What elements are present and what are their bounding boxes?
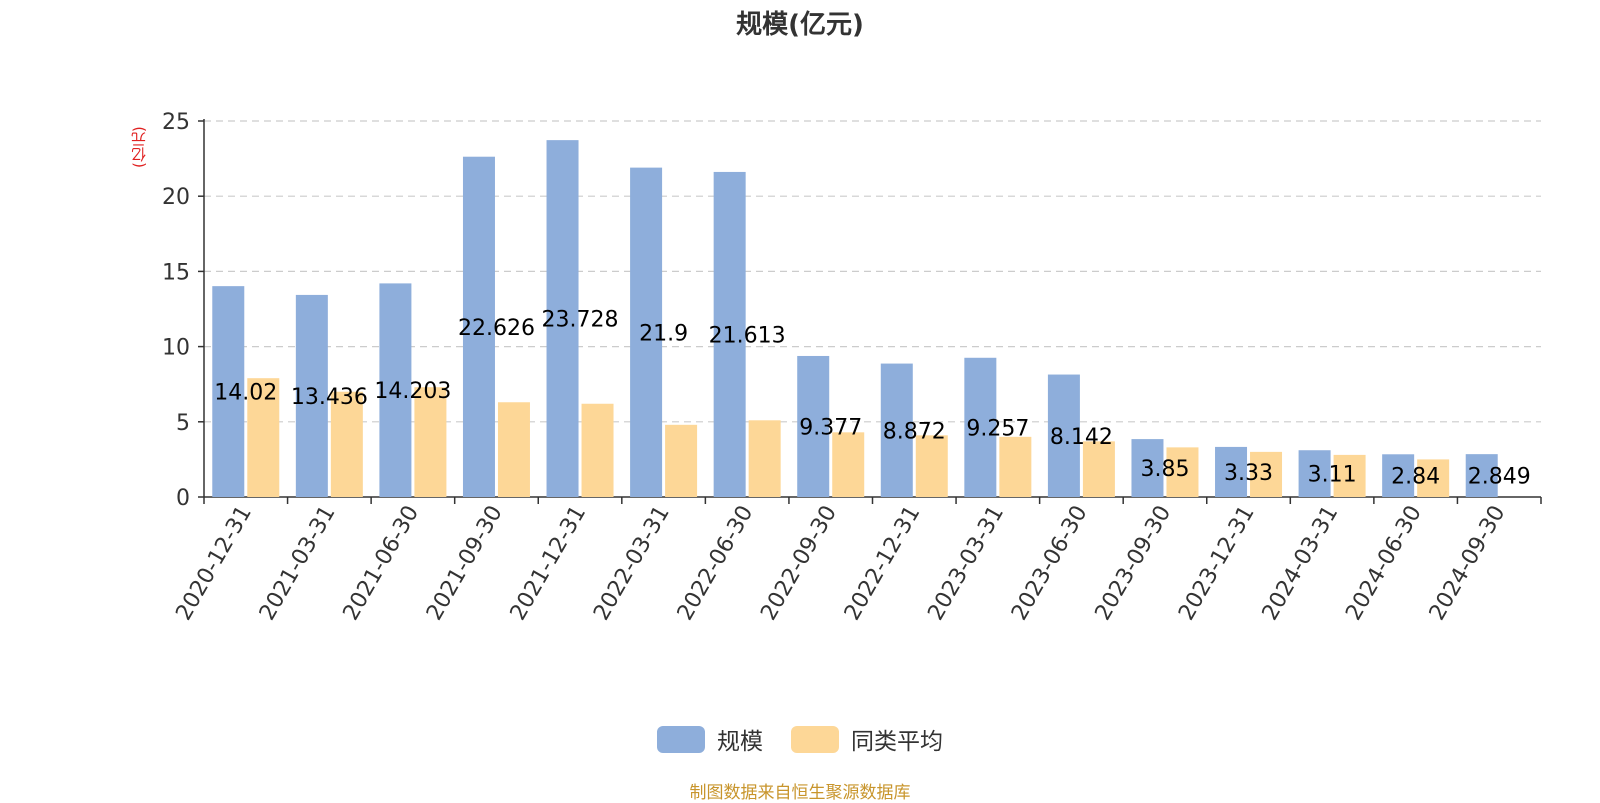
bar-average xyxy=(581,403,614,497)
legend-label-scale: 规模 xyxy=(717,729,763,755)
legend-item-average[interactable]: 同类平均 xyxy=(791,722,943,756)
x-tick-label: 2023-09-30 xyxy=(1091,502,1177,625)
bar-average xyxy=(1417,459,1450,497)
legend: 规模 同类平均 xyxy=(0,722,1600,756)
bar-scale xyxy=(295,294,328,497)
bar-scale xyxy=(1382,454,1415,497)
legend-label-average: 同类平均 xyxy=(851,729,943,755)
data-label: 21.9 xyxy=(639,321,688,346)
data-label: 3.85 xyxy=(1140,457,1189,482)
bar-scale xyxy=(1465,454,1498,497)
data-label: 23.728 xyxy=(542,308,619,333)
bar-average xyxy=(999,436,1032,497)
x-tick-label: 2022-12-31 xyxy=(840,502,926,625)
y-tick-label: 20 xyxy=(162,185,190,210)
x-tick-label: 2023-06-30 xyxy=(1007,502,1093,625)
y-tick-label: 10 xyxy=(162,336,190,361)
bar-scale xyxy=(630,167,663,497)
bar-scale xyxy=(964,357,997,497)
x-tick-label: 2021-06-30 xyxy=(339,502,425,625)
y-tick-label: 5 xyxy=(176,411,190,436)
data-label: 14.203 xyxy=(374,379,451,404)
x-tick-label: 2024-09-30 xyxy=(1425,502,1511,625)
bar-average xyxy=(330,391,363,497)
bar-average xyxy=(1250,451,1283,497)
bar-scale xyxy=(797,355,830,497)
legend-swatch-scale xyxy=(657,725,705,753)
bar-scale xyxy=(880,363,913,497)
x-tick-label: 2023-12-31 xyxy=(1174,502,1260,625)
bar-scale xyxy=(713,171,746,497)
bar-scale xyxy=(1298,450,1331,497)
bar-scale xyxy=(546,140,579,498)
bar-average xyxy=(1333,454,1366,497)
data-label: 13.436 xyxy=(291,385,368,410)
bar-average xyxy=(414,387,447,497)
x-tick-label: 2021-03-31 xyxy=(255,502,341,625)
data-label: 14.02 xyxy=(214,381,277,406)
x-tick-label: 2021-09-30 xyxy=(422,502,508,625)
data-label: 2.84 xyxy=(1391,465,1440,490)
y-tick-label: 25 xyxy=(162,110,190,135)
data-label: 2.849 xyxy=(1468,465,1531,490)
bar-average xyxy=(1082,441,1115,497)
bar-scale xyxy=(212,286,245,497)
legend-swatch-average xyxy=(791,725,839,753)
x-tick-label: 2022-06-30 xyxy=(673,502,759,625)
x-tick-label: 2021-12-31 xyxy=(506,502,592,625)
bar-average xyxy=(247,378,280,497)
x-tick-label: 2022-03-31 xyxy=(589,502,675,625)
x-tick-label: 2022-09-30 xyxy=(756,502,842,625)
bar-average xyxy=(497,402,530,497)
data-label: 9.257 xyxy=(966,416,1029,441)
bar-scale xyxy=(462,156,495,497)
bar-average xyxy=(915,435,948,497)
chart-title: 规模(亿元) xyxy=(736,10,864,40)
data-source-note: 制图数据来自恒生聚源数据库 xyxy=(689,783,911,803)
data-label: 3.11 xyxy=(1308,463,1357,488)
bar-scale xyxy=(1131,439,1164,497)
bar-average xyxy=(1166,447,1199,497)
legend-item-scale[interactable]: 规模 xyxy=(657,722,763,756)
data-label: 8.142 xyxy=(1050,425,1113,450)
bar-scale xyxy=(379,283,412,497)
bar-scale xyxy=(1047,374,1080,497)
bar-average xyxy=(832,432,865,497)
bar-scale xyxy=(1215,446,1248,497)
x-tick-label: 2020-12-31 xyxy=(171,502,257,625)
bar-average xyxy=(665,424,698,497)
x-tick-label: 2023-03-31 xyxy=(923,502,1009,625)
data-label: 8.872 xyxy=(883,419,946,444)
data-label: 3.33 xyxy=(1224,461,1273,486)
data-label: 9.377 xyxy=(799,415,862,440)
data-label: 21.613 xyxy=(709,323,786,348)
data-label: 22.626 xyxy=(458,316,535,341)
y-tick-label: 15 xyxy=(162,260,190,285)
x-tick-label: 2024-03-31 xyxy=(1258,502,1344,625)
y-tick-label: 0 xyxy=(176,486,190,511)
x-tick-label: 2024-06-30 xyxy=(1341,502,1427,625)
bar-average xyxy=(748,420,781,497)
